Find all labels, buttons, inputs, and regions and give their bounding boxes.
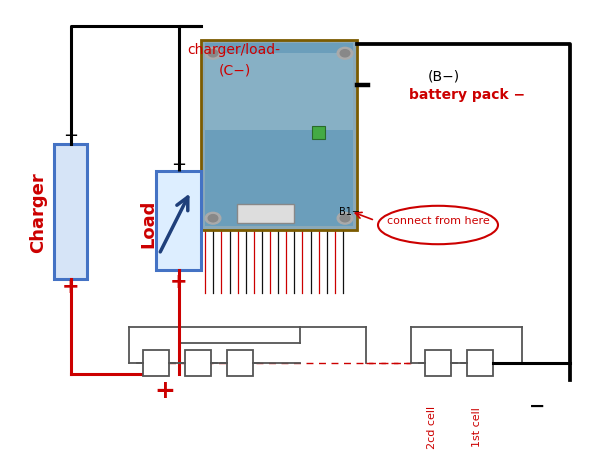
- FancyBboxPatch shape: [205, 44, 353, 226]
- Circle shape: [205, 213, 221, 225]
- Text: B1−: B1−: [340, 207, 360, 217]
- Text: (C−): (C−): [219, 63, 251, 77]
- Ellipse shape: [378, 206, 498, 244]
- Text: connect from here: connect from here: [386, 216, 490, 226]
- Text: battery pack −: battery pack −: [409, 88, 525, 101]
- Circle shape: [337, 213, 353, 225]
- FancyBboxPatch shape: [237, 204, 294, 223]
- FancyBboxPatch shape: [227, 350, 253, 376]
- FancyBboxPatch shape: [467, 350, 493, 376]
- Text: Charger: Charger: [29, 172, 47, 252]
- Text: +: +: [155, 378, 175, 402]
- Text: +: +: [170, 272, 188, 292]
- FancyBboxPatch shape: [143, 350, 169, 376]
- FancyBboxPatch shape: [205, 54, 353, 131]
- FancyBboxPatch shape: [312, 126, 325, 140]
- FancyBboxPatch shape: [201, 41, 357, 230]
- Circle shape: [340, 51, 350, 58]
- FancyBboxPatch shape: [54, 144, 87, 280]
- Circle shape: [208, 215, 218, 222]
- Text: 1st cell: 1st cell: [472, 406, 482, 446]
- Circle shape: [337, 48, 353, 60]
- FancyBboxPatch shape: [425, 350, 451, 376]
- Circle shape: [340, 215, 350, 222]
- Text: (B−): (B−): [428, 70, 460, 83]
- FancyBboxPatch shape: [185, 350, 211, 376]
- Text: charger/load-: charger/load-: [187, 43, 281, 56]
- Text: +: +: [61, 276, 79, 296]
- Circle shape: [208, 51, 218, 58]
- Text: −: −: [62, 126, 78, 144]
- FancyBboxPatch shape: [156, 171, 201, 271]
- Circle shape: [205, 48, 221, 60]
- Text: −: −: [529, 396, 545, 415]
- Text: −: −: [171, 156, 187, 174]
- Text: Load: Load: [140, 199, 158, 248]
- Text: 2cd cell: 2cd cell: [427, 405, 437, 448]
